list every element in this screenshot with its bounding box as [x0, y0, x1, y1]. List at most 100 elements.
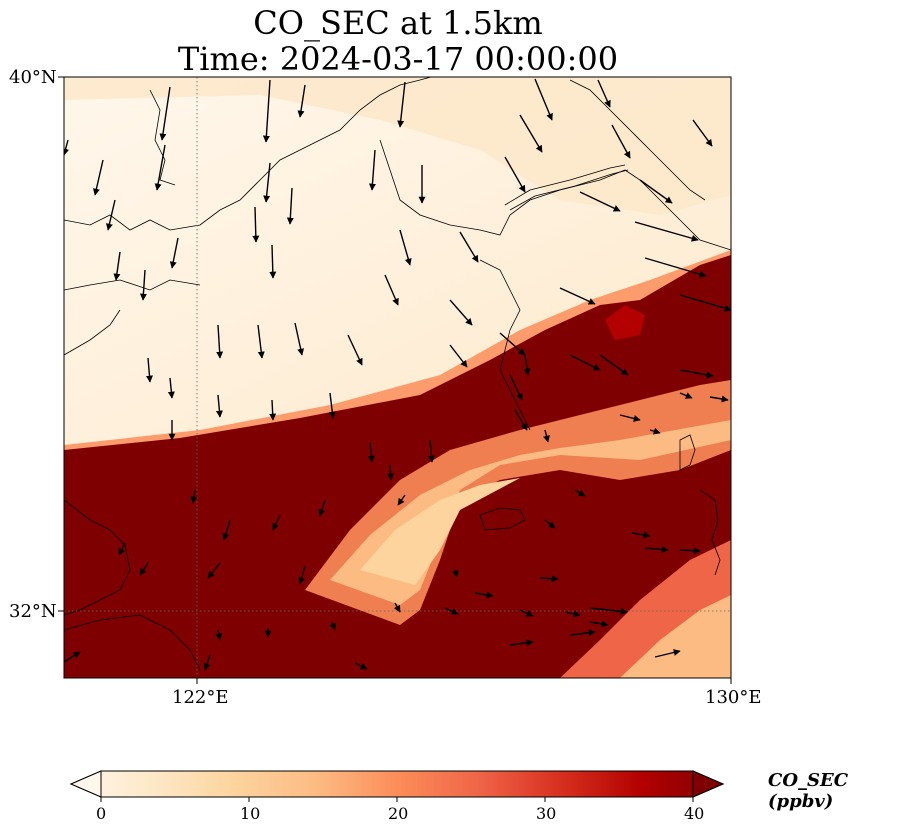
wind-arrow: [634, 221, 699, 242]
colorbar-tick-30: 30: [536, 804, 557, 823]
wind-arrow: [222, 519, 231, 541]
wind-arrow: [509, 639, 534, 647]
se-corner-light: [620, 595, 731, 678]
colorbar-label: CO_SEC (ppbv): [768, 770, 849, 812]
wind-arrow: [597, 79, 611, 108]
lon-label-130e: 130°E: [705, 687, 762, 708]
plume-core: [360, 478, 520, 585]
wind-arrow: [579, 191, 621, 212]
map-title-line-1: CO_SEC at 1.5km: [253, 4, 543, 42]
wind-arrow: [262, 79, 271, 143]
wind-arrow: [393, 602, 401, 613]
wind-arrow: [399, 229, 412, 266]
wind-arrow: [619, 414, 641, 422]
wind-arrow: [519, 609, 534, 617]
wind-arrow: [509, 374, 523, 401]
wind-arrow: [159, 86, 171, 141]
colorbar: [69, 770, 725, 802]
wind-arrow: [539, 575, 559, 583]
wind-arrow: [169, 237, 179, 269]
wind-arrow: [64, 139, 70, 156]
wind-arrow: [203, 654, 211, 671]
colorbar-tick-20: 20: [388, 804, 409, 823]
wind-arrow: [167, 377, 175, 399]
wind-arrow: [139, 269, 147, 301]
wind-arrow: [347, 334, 363, 366]
wind-arrow: [294, 322, 305, 356]
wind-arrow: [569, 629, 596, 637]
wind-arrow: [297, 84, 306, 118]
wind-arrow: [154, 144, 166, 191]
lat-label-32n: 32°N: [9, 601, 57, 622]
hotspot-patch: [605, 305, 645, 340]
wind-arrow: [272, 514, 281, 531]
wind-arrow: [190, 489, 198, 504]
wind-arrow: [644, 545, 669, 553]
wind-arrow: [654, 649, 681, 658]
wind-arrow: [644, 257, 707, 278]
wind-arrow: [257, 324, 265, 359]
wind-arrow: [504, 156, 526, 193]
lon-label-122e: 122°E: [172, 687, 229, 708]
wind-arrow: [451, 569, 459, 578]
wind-arrow: [589, 607, 628, 615]
wind-arrow: [679, 392, 693, 399]
wind-arrow: [118, 542, 126, 556]
lat-label-40n: 40°N: [9, 67, 57, 88]
wind-arrow: [263, 162, 271, 203]
wind-arrow: [514, 409, 528, 431]
colorbar-min-extend: [69, 770, 102, 798]
wind-vectors: [64, 78, 731, 671]
wind-arrow: [569, 354, 601, 371]
wind-arrow: [269, 399, 277, 421]
wind-arrow: [611, 124, 631, 159]
wind-arrow: [564, 610, 581, 618]
wind-arrow: [543, 429, 550, 443]
wind-arrow: [709, 395, 729, 403]
colorbar-max-extend: [692, 770, 725, 798]
map-frame: [63, 76, 732, 679]
wind-arrow: [215, 629, 223, 641]
wind-arrow: [139, 562, 149, 576]
wind-arrow: [679, 294, 731, 312]
wind-arrow: [397, 81, 406, 128]
wind-arrow: [459, 231, 479, 263]
wind-arrow: [544, 519, 556, 529]
axis-ticks: [58, 76, 732, 684]
wind-arrow: [367, 442, 375, 463]
wind-arrow: [574, 489, 586, 497]
wind-arrow: [523, 354, 531, 376]
wind-arrow: [649, 427, 661, 435]
wind-arrow: [252, 206, 260, 243]
wind-arrow: [589, 620, 609, 628]
wind-arrow: [559, 287, 596, 305]
wind-arrow: [215, 394, 223, 418]
wind-arrow: [318, 499, 326, 517]
wind-arrow: [216, 324, 224, 359]
colorbar-tick-10: 10: [240, 804, 261, 823]
wind-arrow: [286, 187, 294, 225]
wind-arrow: [474, 591, 494, 599]
wind-arrow: [499, 332, 526, 356]
wind-arrow: [64, 651, 81, 663]
wind-arrow: [354, 662, 368, 670]
wind-arrow: [449, 299, 473, 326]
transition-band: [64, 250, 731, 460]
wind-arrow: [298, 565, 306, 585]
colorbar-tick-0: 0: [96, 804, 107, 823]
colorbar-gradient: [69, 770, 725, 798]
wind-arrow: [113, 251, 121, 281]
wind-arrow: [106, 199, 116, 231]
wind-arrow: [427, 439, 435, 463]
wind-arrow: [384, 274, 399, 306]
wind-arrow: [679, 369, 714, 379]
wind-arrow: [599, 354, 629, 376]
wind-arrow: [368, 149, 376, 191]
wind-arrow: [269, 244, 277, 279]
wind-arrow: [329, 621, 337, 631]
wind-arrow: [631, 531, 651, 539]
wind-arrow: [328, 392, 336, 419]
light-orange-band: [64, 77, 731, 215]
wind-arrow: [692, 119, 713, 147]
map-title-line-2: Time: 2024-03-17 00:00:00: [177, 40, 619, 78]
